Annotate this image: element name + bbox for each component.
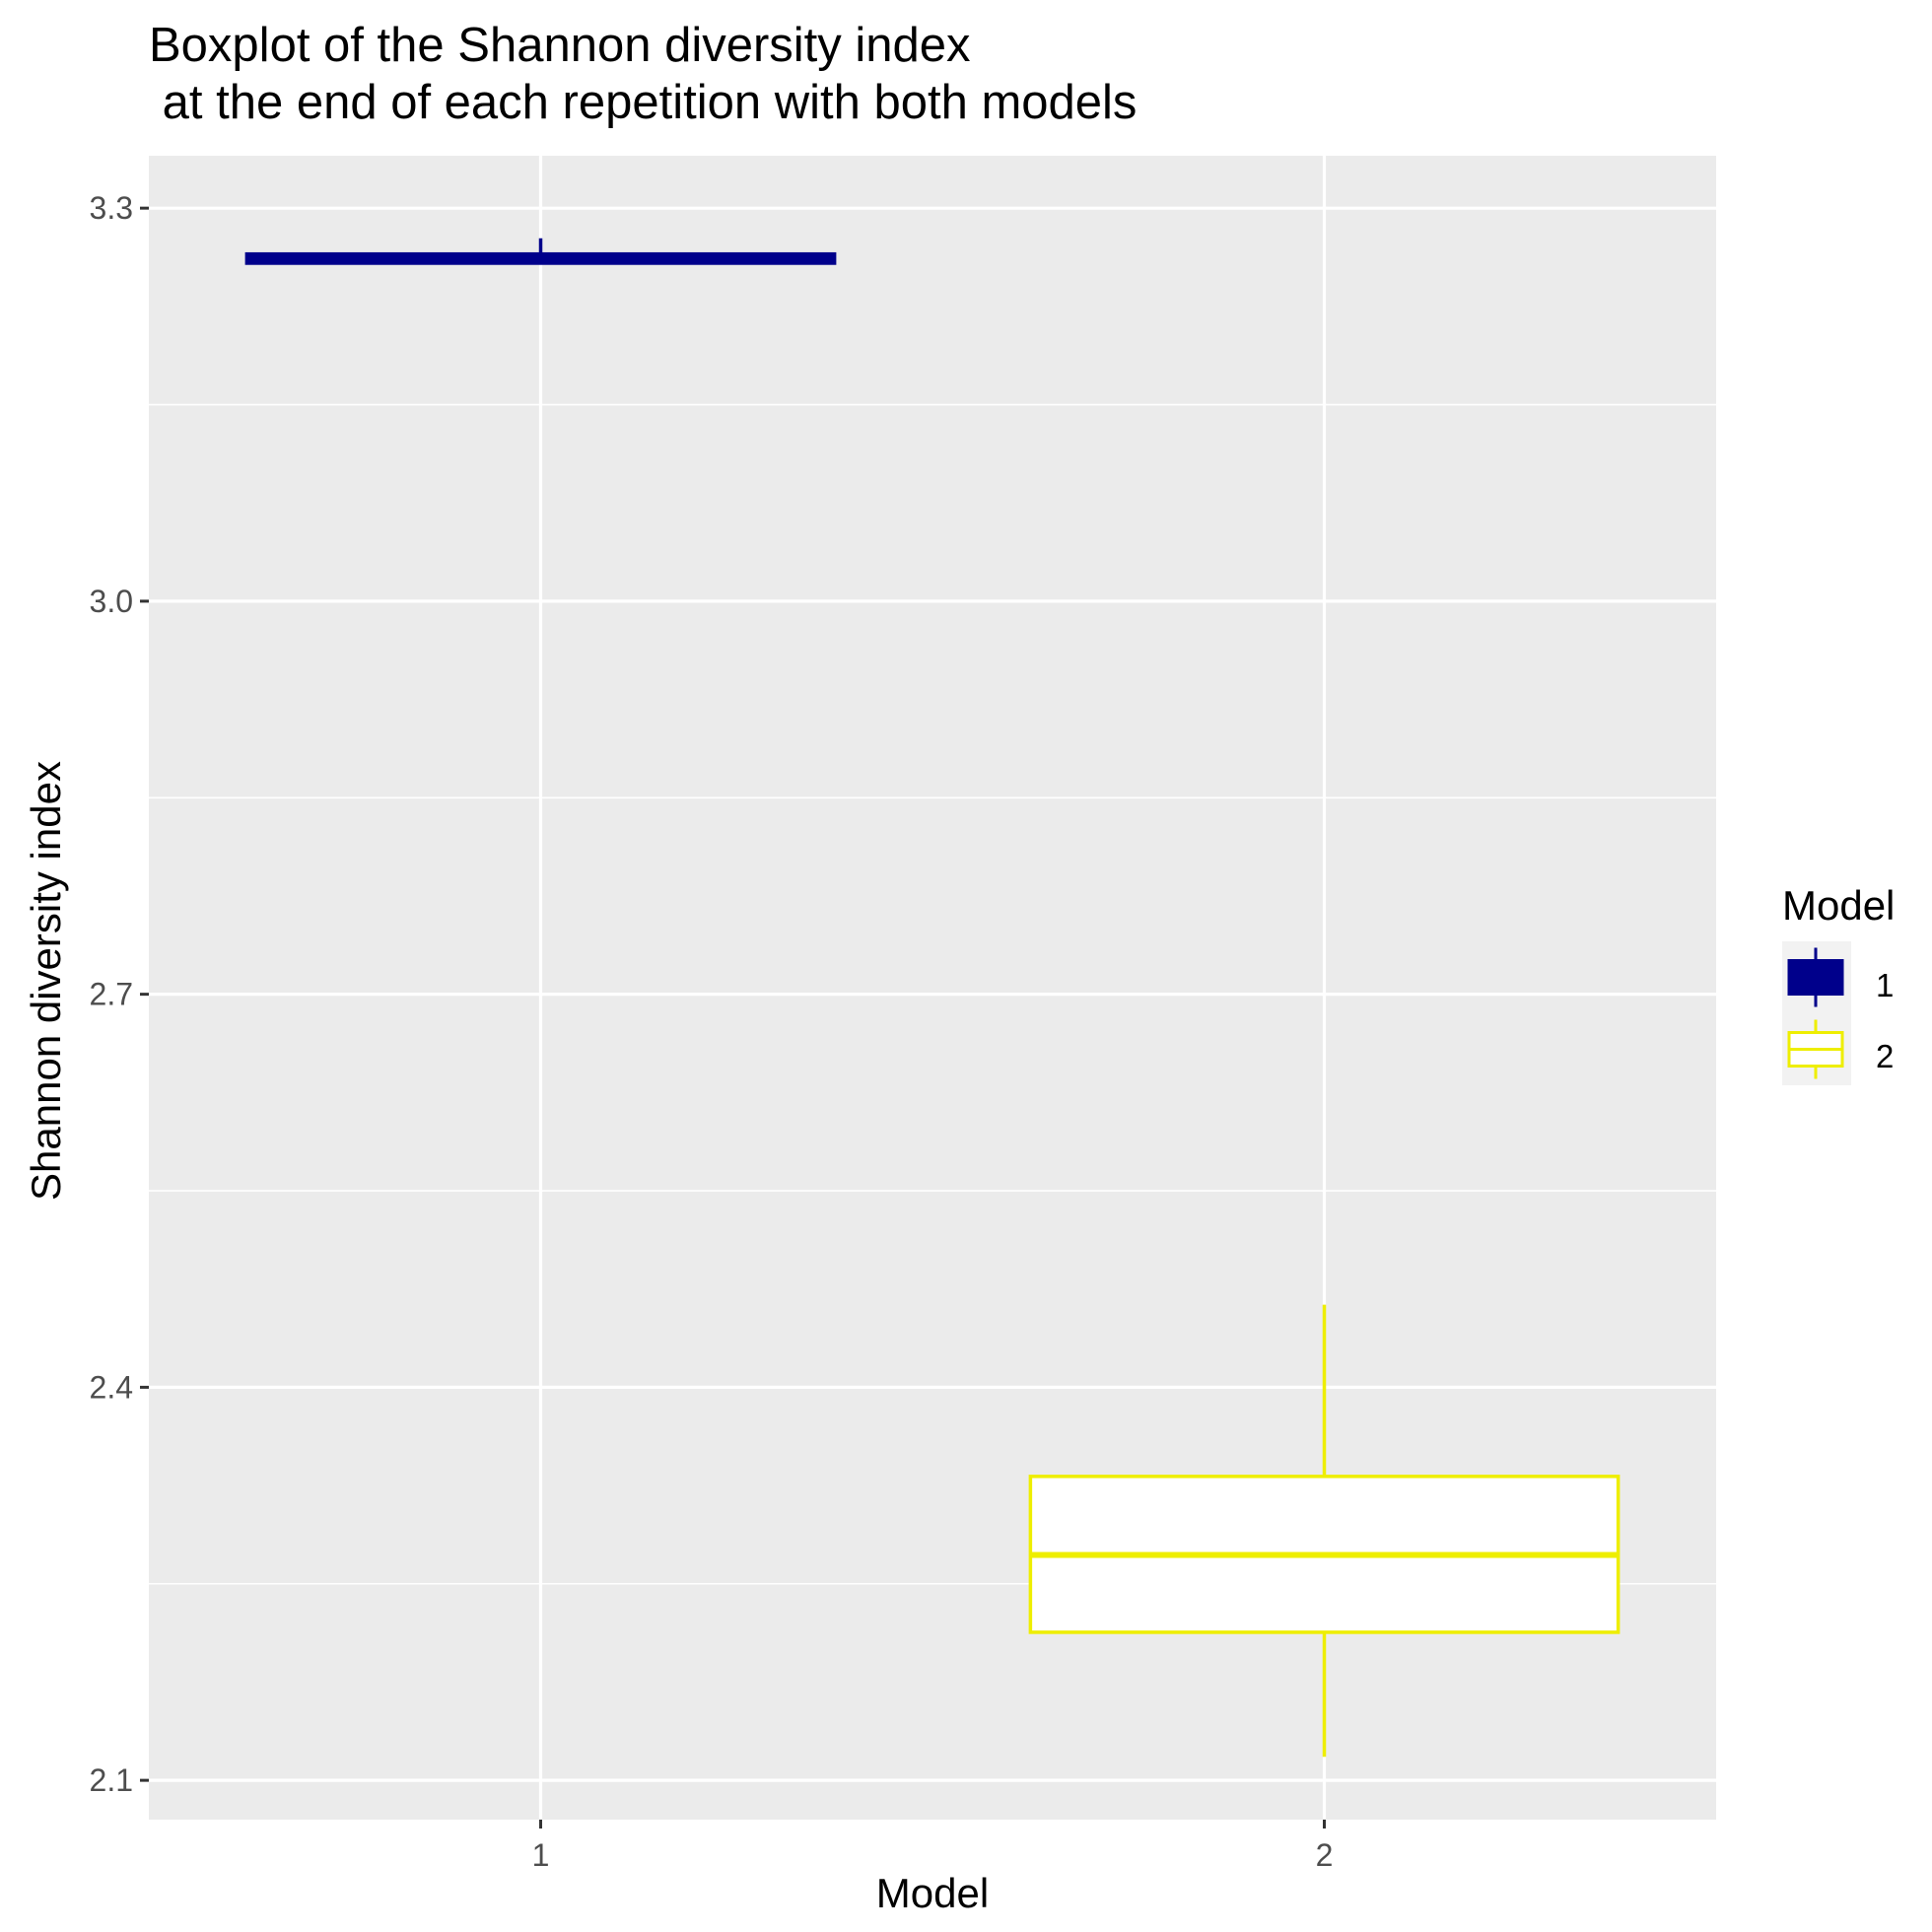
legend-label-model-1: 1 [1876, 967, 1895, 1003]
x-axis-label: Model [875, 1870, 990, 1916]
chart-title-line-1: Boxplot of the Shannon diversity index [149, 19, 971, 72]
y-tick-label: 3.0 [90, 584, 133, 619]
y-tick-label: 2.1 [90, 1762, 133, 1798]
y-tick-label: 2.4 [90, 1369, 133, 1405]
y-tick-label: 2.7 [90, 977, 133, 1012]
x-tick-label: 2 [1316, 1837, 1334, 1873]
y-tick-label: 3.3 [90, 190, 133, 226]
x-tick-label: 1 [532, 1837, 550, 1873]
legend-title: Model [1782, 882, 1896, 929]
y-axis-label: Shannon diversity index [23, 761, 69, 1201]
chart-title-line-2: at the end of each repetition with both … [149, 76, 1138, 129]
legend-label-model-2: 2 [1876, 1038, 1895, 1074]
